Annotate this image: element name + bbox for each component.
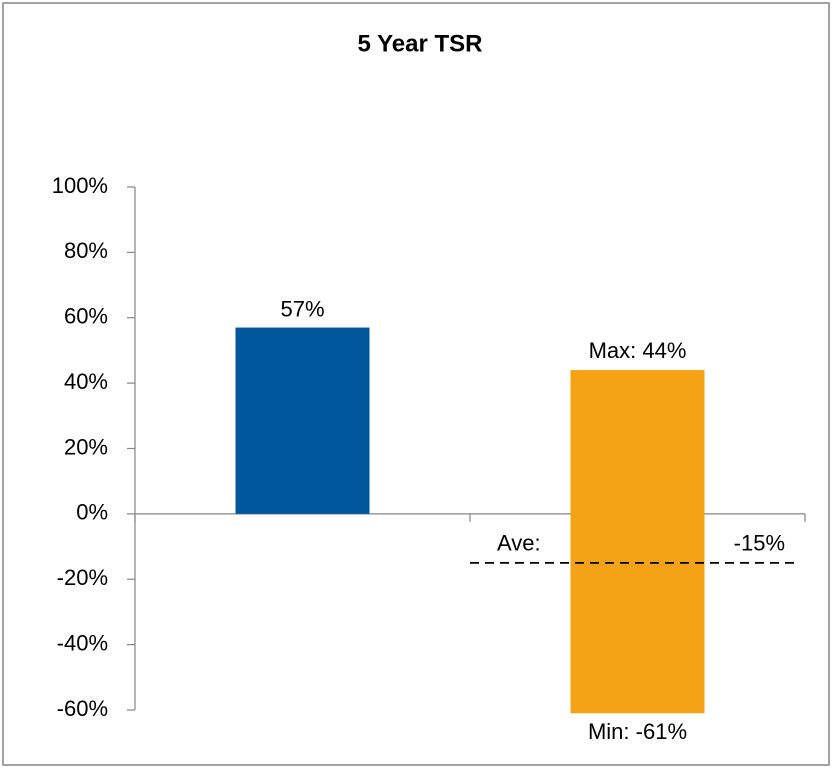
y-tick-label: 80%	[64, 238, 108, 263]
y-tick-label: -40%	[57, 630, 108, 655]
average-value-label: -15%	[734, 531, 785, 556]
y-tick-label: -20%	[57, 565, 108, 590]
range-bar	[570, 370, 705, 714]
max-label: Max: 44%	[589, 338, 687, 363]
y-tick-label: -60%	[57, 696, 108, 721]
bar	[235, 327, 370, 514]
average-label: Ave:	[497, 531, 541, 556]
y-tick-label: 100%	[52, 173, 108, 198]
y-tick-label: 60%	[64, 304, 108, 329]
y-tick-label: 20%	[64, 434, 108, 459]
min-label: Min: -61%	[588, 719, 687, 744]
y-tick-label: 40%	[64, 369, 108, 394]
chart-title: 5 Year TSR	[358, 30, 483, 57]
y-tick-label: 0%	[76, 500, 108, 525]
data-label: 57%	[280, 296, 324, 321]
